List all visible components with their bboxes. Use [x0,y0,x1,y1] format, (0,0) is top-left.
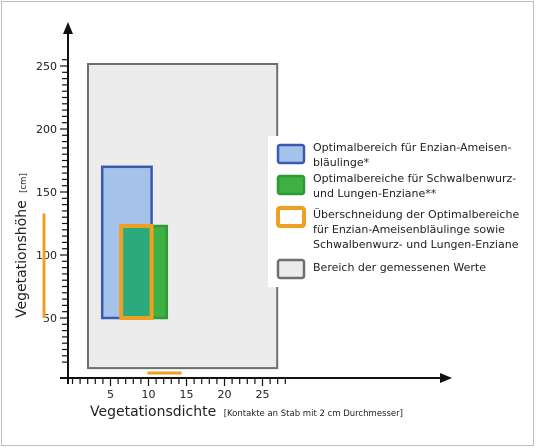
y-axis-arrow [63,22,73,34]
legend-swatch-2 [276,206,306,228]
y-tick-label: 50 [43,312,57,325]
x-axis-unit: [Kontakte an Stab mit 2 cm Durchmesser] [224,409,403,419]
legend-box [268,136,508,287]
x-axis-title: Vegetationsdichte [Kontakte an Stab mit … [90,404,403,420]
legend-swatch-3 [276,258,306,280]
legend-label-1: Optimalbereiche für Schwalbenwurz-und Lu… [313,172,516,200]
x-axis-label: Vegetationsdichte [90,404,216,420]
y-tick-label: 200 [36,123,57,136]
legend-swatch-0 [276,143,306,165]
region-ueberschneidung [119,224,154,321]
x-tick-label: 15 [180,388,194,401]
x-axis-arrow [440,373,452,383]
legend-label-0: Optimalbereich für Enzian-Ameisen-bläuli… [313,141,511,169]
y-tick-label: 250 [36,60,57,73]
legend-label-3: Bereich der gemessenen Werte [313,261,486,274]
y-axis-title: Vegetationshöhe [cm] [14,173,30,318]
x-tick-label: 20 [218,388,232,401]
y-axis-label: Vegetationshöhe [14,200,30,318]
legend-label-2: Überschneidung der Optimalbereiche für En… [313,208,519,251]
y-axis-unit: [cm] [19,173,29,193]
x-tick-label: 25 [256,388,270,401]
x-tick-label: 10 [142,388,156,401]
y-tick-label: 100 [36,249,57,262]
legend-swatch-1 [276,174,306,196]
x-tick-label: 5 [107,388,114,401]
y-tick-label: 150 [36,186,57,199]
